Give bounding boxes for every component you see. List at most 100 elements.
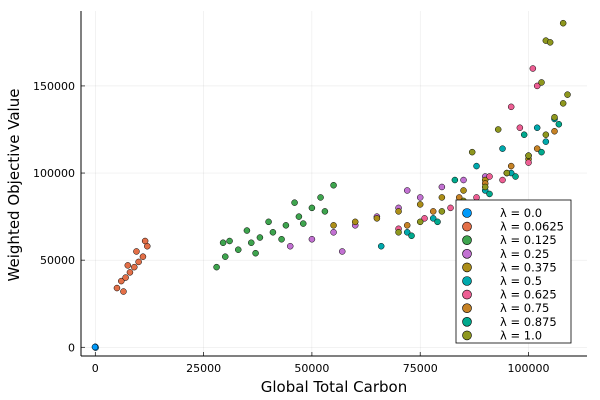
legend-marker (462, 262, 472, 273)
data-point (118, 277, 125, 285)
data-point (551, 127, 558, 135)
data-point (135, 258, 142, 266)
data-point (421, 215, 428, 222)
data-point (330, 229, 337, 236)
data-point (330, 222, 337, 229)
data-point (533, 124, 541, 131)
data-point (460, 176, 467, 184)
legend-marker (462, 330, 472, 341)
data-point (91, 343, 99, 351)
y-tick-label: 150000 (33, 80, 75, 93)
data-point (226, 237, 233, 245)
data-point (555, 121, 563, 128)
data-point (486, 190, 493, 198)
data-point (403, 222, 411, 229)
data-point (308, 236, 316, 243)
data-point (564, 91, 571, 98)
data-point (551, 114, 558, 121)
series-2 (213, 181, 337, 271)
series-3 (286, 173, 489, 255)
series-0 (91, 343, 99, 351)
data-point (529, 65, 537, 72)
legend-label: λ = 0.75 (500, 301, 549, 315)
legend-label: λ = 1.0 (500, 328, 542, 342)
data-point (403, 187, 411, 194)
data-point (213, 263, 220, 271)
data-point (124, 262, 132, 269)
legend-label: λ = 0.25 (500, 247, 549, 261)
data-point (126, 269, 134, 276)
data-point (351, 218, 359, 226)
data-point (141, 237, 149, 245)
data-point (308, 204, 316, 212)
data-point (438, 208, 446, 215)
data-point (131, 263, 138, 271)
data-point (408, 232, 415, 240)
data-point (403, 229, 411, 236)
data-point (395, 229, 402, 236)
data-point (538, 79, 545, 86)
data-point (542, 138, 550, 145)
data-point (291, 199, 298, 206)
data-point (503, 169, 511, 177)
y-axis-title: Weighted Objective Value (5, 89, 23, 282)
data-point (434, 218, 441, 226)
data-point (538, 148, 545, 156)
data-point (317, 194, 324, 201)
data-point (542, 131, 550, 138)
legend-label: λ = 0.0625 (500, 220, 564, 234)
data-point (120, 288, 127, 295)
data-point (429, 215, 437, 222)
data-point (481, 183, 489, 191)
legend-label: λ = 0.125 (500, 233, 557, 247)
data-point (559, 19, 567, 27)
data-point (520, 131, 528, 138)
x-tick-label: 0 (92, 362, 99, 375)
data-point (330, 181, 337, 189)
legend-marker (462, 221, 472, 232)
data-point (321, 208, 329, 215)
data-point (447, 204, 454, 212)
data-point (286, 242, 294, 250)
data-point (438, 194, 446, 201)
data-point (299, 220, 307, 227)
data-point (546, 39, 554, 46)
data-point (122, 274, 129, 281)
data-point (265, 218, 272, 226)
data-point (395, 208, 402, 215)
y-tick-label: 50000 (40, 254, 75, 267)
data-point (416, 201, 424, 208)
data-point (269, 229, 277, 236)
data-point (373, 215, 381, 222)
data-point (512, 173, 519, 180)
x-tick-label: 50000 (294, 362, 329, 375)
tick-labels: 0 25000 50000 75000 100000 0 50000 100000 150000 (33, 80, 550, 375)
data-point (113, 284, 121, 292)
data-point (559, 100, 567, 107)
data-point (222, 253, 229, 260)
data-point (139, 253, 147, 260)
x-tick-label: 25000 (186, 362, 221, 375)
legend-label: λ = 0.5 (500, 274, 542, 288)
data-point (473, 194, 480, 201)
axes (80, 11, 587, 357)
x-tick-label: 75000 (403, 362, 438, 375)
legend-label: λ = 0.875 (500, 315, 557, 329)
data-point (494, 126, 502, 133)
data-point (516, 124, 524, 131)
legend-label: λ = 0.625 (500, 288, 557, 302)
legend-marker (462, 303, 472, 314)
data-point (416, 218, 424, 226)
legend-label: λ = 0.0 (500, 206, 542, 220)
legend-label: λ = 0.375 (500, 260, 557, 274)
data-point (507, 103, 515, 111)
data-point (235, 246, 242, 253)
data-point (533, 82, 541, 90)
data-point (460, 187, 467, 194)
data-point (429, 208, 437, 215)
y-tick-label: 100000 (33, 167, 75, 180)
data-point (219, 239, 227, 246)
data-point (256, 234, 264, 241)
